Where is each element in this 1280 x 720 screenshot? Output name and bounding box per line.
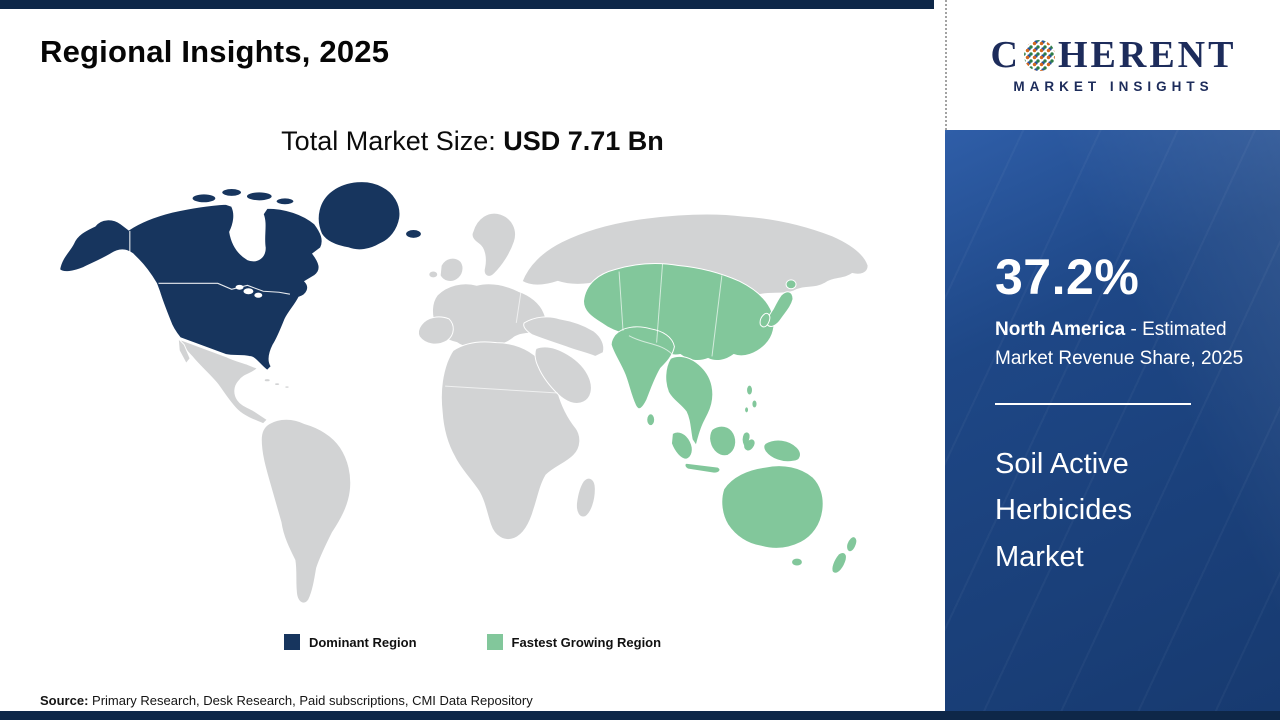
land-arabia <box>534 346 592 404</box>
highlight-panel: 37.2% North America - Estimated Market R… <box>945 130 1280 711</box>
world-map <box>30 172 880 622</box>
land-japan <box>766 291 794 327</box>
share-region-name: North America <box>995 319 1126 340</box>
legend-item-fastest: Fastest Growing Region <box>486 634 662 650</box>
map-legend: Dominant Region Fastest Growing Region <box>0 634 945 650</box>
land-sumatra <box>670 431 693 460</box>
border-us-canada <box>158 282 291 295</box>
land-scandinavia <box>471 212 516 277</box>
panel-divider <box>995 403 1191 405</box>
land-mexico-central-america <box>179 338 268 425</box>
caspian-sea-icon <box>570 298 583 322</box>
land-caribbean <box>284 385 290 389</box>
legend-fastest-label: Fastest Growing Region <box>511 634 662 650</box>
market-size-value: USD 7.71 Bn <box>503 126 664 156</box>
logo-text-c: C <box>990 34 1021 76</box>
source-text: Primary Research, Desk Research, Paid su… <box>88 693 533 708</box>
border-china-west <box>656 263 664 343</box>
land-new-zealand-south <box>831 552 847 574</box>
fastest-region-swatch <box>486 634 503 650</box>
legend-dominant-label: Dominant Region <box>308 634 417 650</box>
market-name: Soil Active Herbicides Market <box>995 448 1132 573</box>
border-himalaya <box>628 335 673 355</box>
land-south-america <box>260 418 352 604</box>
world-map-svg <box>59 181 869 604</box>
land-sulawesi <box>741 431 756 452</box>
page-title: Regional Insights, 2025 <box>40 34 390 69</box>
land-iberia <box>417 316 454 345</box>
region-asia-pacific <box>582 263 858 574</box>
land-java <box>684 462 721 474</box>
land-tasmania <box>791 557 803 567</box>
border-europe-east <box>515 283 523 323</box>
land-philippines <box>746 384 753 396</box>
land-north-america <box>59 203 323 371</box>
land-korea <box>759 312 771 328</box>
brand-logo: C HERENT <box>991 36 1237 74</box>
land-madagascar <box>575 477 596 518</box>
market-share-description: North America - Estimated Market Revenue… <box>995 316 1245 373</box>
land-greenland <box>317 181 401 251</box>
land-caribbean <box>263 378 271 383</box>
land-borneo <box>709 425 737 457</box>
source-note: Source: Primary Research, Desk Research,… <box>40 693 533 708</box>
land-arctic-island <box>191 193 217 204</box>
region-north-america <box>59 181 422 371</box>
land-arctic-island <box>221 187 243 197</box>
land-australia <box>721 465 824 549</box>
land-arctic-island <box>275 197 295 206</box>
dotted-globe-icon <box>1023 39 1055 71</box>
border-central-asia <box>618 271 624 331</box>
logo-text-herent: HERENT <box>1057 34 1237 76</box>
land-philippines <box>751 399 758 409</box>
border-china-east <box>711 275 723 357</box>
region-rest-of-world <box>177 212 869 604</box>
land-uk <box>439 257 464 282</box>
market-size-label: Total Market Size: <box>281 126 504 156</box>
market-share-value: 37.2% <box>995 249 1140 305</box>
source-label: Source: <box>40 693 89 708</box>
legend-item-dominant: Dominant Region <box>283 634 417 650</box>
land-arctic-island <box>245 191 273 202</box>
lake-icon <box>243 288 254 295</box>
land-philippines <box>744 406 750 414</box>
top-accent-bar <box>0 0 934 9</box>
brand-logo-area: C HERENT MARKET INSIGHTS <box>945 0 1280 130</box>
share-region-text: - Estimated Market Revenue Share, 2025 <box>995 319 1244 369</box>
map-borders <box>129 230 291 295</box>
lake-icon <box>254 292 263 298</box>
land-baja <box>177 337 191 365</box>
land-hokkaido <box>785 279 797 290</box>
border-africa-sahara <box>445 385 558 394</box>
dominant-region-swatch <box>283 634 300 650</box>
land-ireland <box>428 270 439 279</box>
brand-logo-subtitle: MARKET INSIGHTS <box>1013 79 1214 94</box>
bottom-accent-bar <box>0 711 1280 720</box>
land-iceland <box>405 228 422 239</box>
map-lakes <box>235 284 583 322</box>
map-borders-asia <box>445 263 723 394</box>
land-new-guinea <box>763 439 801 463</box>
land-indochina <box>665 355 714 447</box>
land-new-zealand-north <box>846 536 858 553</box>
land-caribbean <box>274 382 281 387</box>
total-market-size: Total Market Size: USD 7.71 Bn <box>0 126 945 157</box>
land-sri-lanka <box>646 413 656 427</box>
land-turkey-iran <box>523 316 605 358</box>
right-column: C HERENT MARKET INSIGHTS 37.2% North Ame… <box>945 0 1280 711</box>
land-india <box>610 326 675 410</box>
